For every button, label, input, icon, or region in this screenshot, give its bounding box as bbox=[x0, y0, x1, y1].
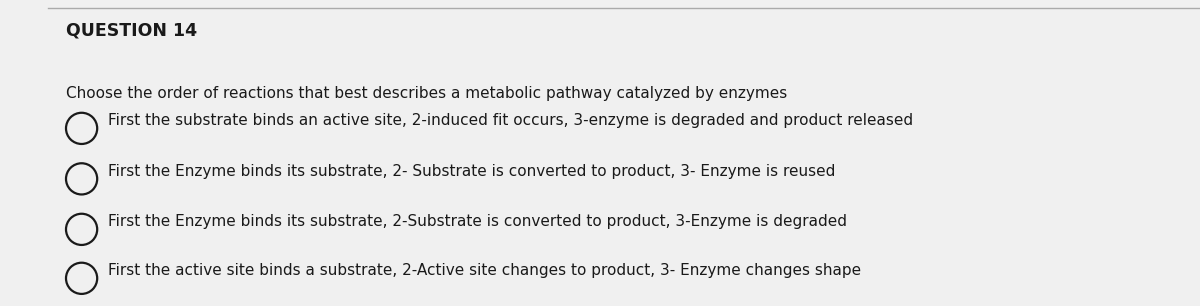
Text: First the substrate binds an active site, 2-induced fit occurs, 3-enzyme is degr: First the substrate binds an active site… bbox=[108, 113, 913, 128]
Text: QUESTION 14: QUESTION 14 bbox=[66, 21, 197, 39]
Text: First the Enzyme binds its substrate, 2- Substrate is converted to product, 3- E: First the Enzyme binds its substrate, 2-… bbox=[108, 164, 835, 179]
Text: First the Enzyme binds its substrate, 2-Substrate is converted to product, 3-Enz: First the Enzyme binds its substrate, 2-… bbox=[108, 214, 847, 229]
Text: First the active site binds a substrate, 2-Active site changes to product, 3- En: First the active site binds a substrate,… bbox=[108, 263, 862, 278]
Text: Choose the order of reactions that best describes a metabolic pathway catalyzed : Choose the order of reactions that best … bbox=[66, 86, 787, 101]
